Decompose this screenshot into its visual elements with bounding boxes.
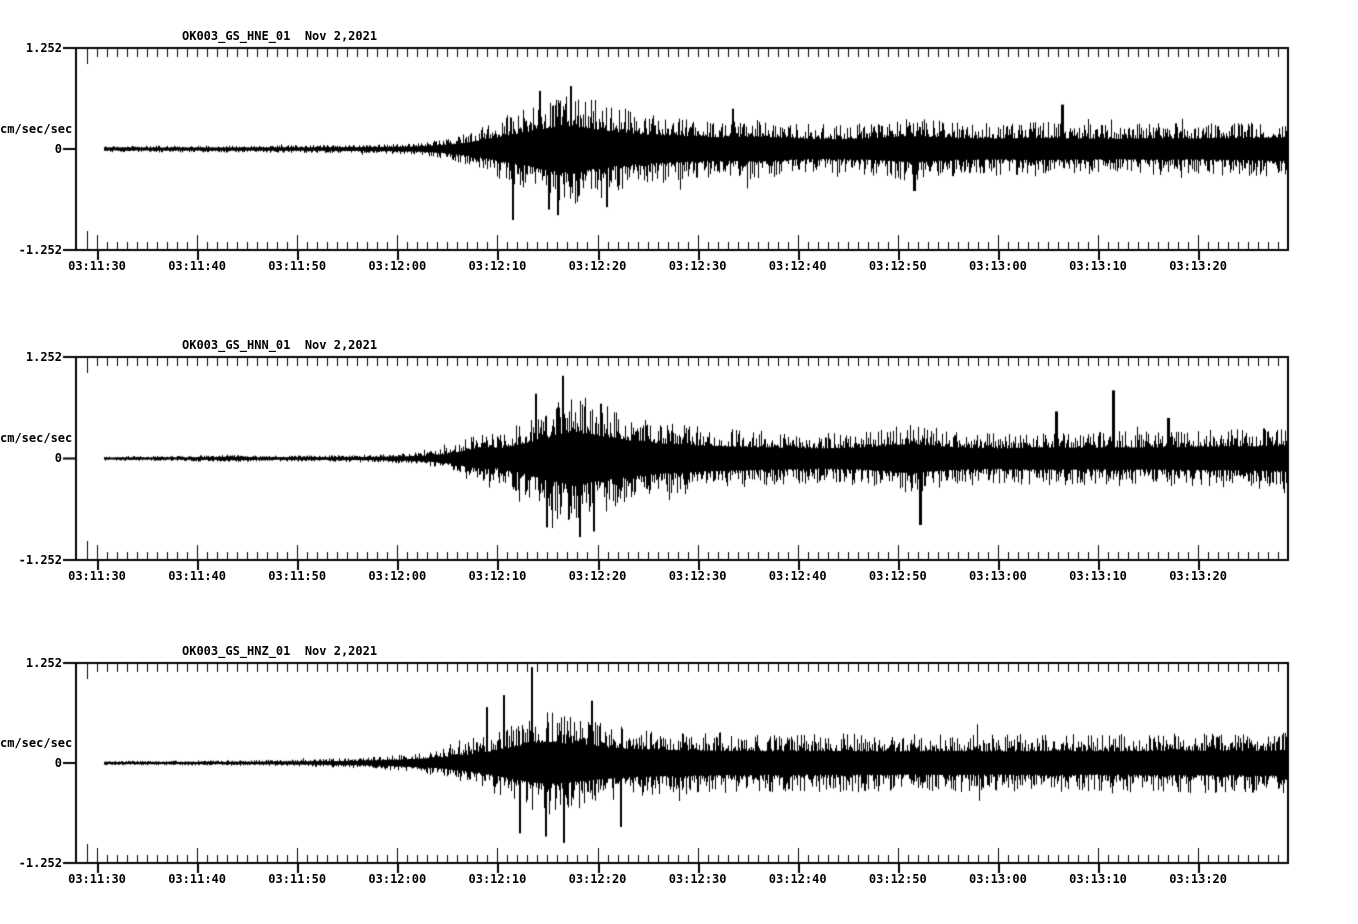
x-tick-label: 03:12:10 bbox=[468, 872, 527, 886]
x-tick-label: 03:12:50 bbox=[868, 872, 927, 886]
x-tick-label: 03:13:20 bbox=[1169, 569, 1227, 583]
y-min-label-hnn: -1.252 bbox=[18, 553, 62, 567]
y-unit-label-hne: cm/sec/sec bbox=[0, 122, 73, 136]
x-tick-label: 03:11:30 bbox=[68, 872, 126, 886]
panel-title-hnz: OK003_GS_HNZ_01 Nov 2,2021 bbox=[182, 644, 378, 658]
x-tick-label: 03:12:30 bbox=[668, 872, 727, 886]
x-axis-labels-hne: 03:11:30 03:11:40 03:11:50 03:12:00 03:12:10… bbox=[68, 259, 1288, 276]
x-axis-labels-hnn: 03:11:30 03:11:40 03:11:50 03:12:00 03:12:10… bbox=[68, 569, 1288, 586]
panel-title-hnn: OK003_GS_HNN_01 Nov 2,2021 bbox=[182, 338, 378, 352]
x-tick-label: 03:12:50 bbox=[868, 259, 927, 273]
y-zero-label-hne: 0 bbox=[54, 142, 62, 156]
y-max-label-hne: 1.252 bbox=[25, 41, 62, 55]
x-tick-label: 03:12:50 bbox=[868, 569, 927, 583]
y-unit-label-hnz: cm/sec/sec bbox=[0, 736, 73, 750]
x-tick-label: 03:12:40 bbox=[768, 259, 827, 273]
y-min-label-hne: -1.252 bbox=[18, 243, 62, 257]
x-tick-label: 03:11:40 bbox=[168, 259, 226, 273]
x-tick-label: 03:12:20 bbox=[568, 569, 627, 583]
y-min-label-hnz: -1.252 bbox=[18, 856, 62, 870]
x-tick-label: 03:13:10 bbox=[1069, 569, 1127, 583]
y-zero-label-hnn: 0 bbox=[54, 451, 62, 465]
x-tick-label: 03:11:50 bbox=[268, 259, 327, 273]
x-tick-label: 03:12:00 bbox=[368, 872, 427, 886]
x-tick-label: 03:11:40 bbox=[168, 569, 226, 583]
x-tick-label: 03:11:50 bbox=[268, 569, 327, 583]
x-tick-label: 03:12:40 bbox=[768, 872, 827, 886]
x-tick-label: 03:12:00 bbox=[368, 259, 427, 273]
y-max-label-hnn: 1.252 bbox=[25, 350, 62, 364]
y-max-label-hnz: 1.252 bbox=[25, 656, 62, 670]
x-tick-label: 03:13:10 bbox=[1069, 259, 1127, 273]
x-tick-label: 03:12:30 bbox=[668, 569, 727, 583]
x-tick-label: 03:11:30 bbox=[68, 259, 126, 273]
y-zero-label-hnz: 0 bbox=[54, 756, 62, 770]
x-tick-label: 03:11:30 bbox=[68, 569, 126, 583]
y-unit-label-hnn: cm/sec/sec bbox=[0, 431, 73, 445]
x-tick-label: 03:12:40 bbox=[768, 569, 827, 583]
x-tick-label: 03:11:40 bbox=[168, 872, 226, 886]
x-tick-label: 03:12:10 bbox=[468, 259, 527, 273]
panel-title-hne: OK003_GS_HNE_01 Nov 2,2021 bbox=[182, 29, 378, 43]
x-tick-label: 03:12:20 bbox=[568, 259, 627, 273]
x-tick-label: 03:11:50 bbox=[268, 872, 327, 886]
x-tick-label: 03:12:20 bbox=[568, 872, 627, 886]
x-tick-label: 03:13:00 bbox=[968, 259, 1027, 273]
x-tick-label: 03:13:00 bbox=[968, 569, 1027, 583]
x-tick-label: 03:12:30 bbox=[668, 259, 727, 273]
x-tick-label: 03:12:00 bbox=[368, 569, 427, 583]
x-tick-label: 03:12:10 bbox=[468, 569, 527, 583]
x-tick-label: 03:13:00 bbox=[968, 872, 1027, 886]
x-axis-labels-hnz: 03:11:30 03:11:40 03:11:50 03:12:00 03:12:10… bbox=[68, 872, 1288, 889]
x-tick-label: 03:13:20 bbox=[1169, 872, 1227, 886]
x-tick-label: 03:13:10 bbox=[1069, 872, 1127, 886]
x-tick-label: 03:13:20 bbox=[1169, 259, 1227, 273]
